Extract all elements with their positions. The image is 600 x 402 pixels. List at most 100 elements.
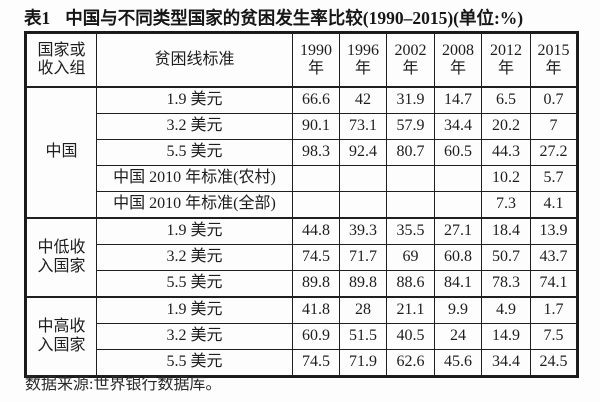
value-cell: 1.7 xyxy=(530,296,577,324)
value-cell: 40.5 xyxy=(386,323,435,350)
page-title: 表1 中国与不同类型国家的贫困发生率比较(1990–2015)(单位:%) xyxy=(24,5,523,30)
col-header-poverty-line: 贫困线标准 xyxy=(96,33,293,88)
table-row: 中低收 入国家 1.9 美元 44.8 39.3 35.5 27.1 18.4 … xyxy=(26,217,577,298)
table-row: 3.2 美元 60.9 51.5 40.5 24 14.9 7.5 xyxy=(27,323,577,350)
col-header-year-2008: 2008 年 xyxy=(434,33,482,88)
group-label-lower-middle-income: 中低收 入国家 xyxy=(26,217,97,298)
standard-cell: 3.2 美元 xyxy=(96,113,293,140)
value-cell: 34.4 xyxy=(481,349,531,376)
col-header-country-group: 国家或 收入组 xyxy=(26,33,97,88)
standard-cell: 5.5 美元 xyxy=(96,270,293,298)
value-cell: 50.7 xyxy=(481,244,531,271)
value-cell: 90.1 xyxy=(292,113,340,140)
value-cell: 7.3 xyxy=(481,191,531,219)
value-cell: 24.5 xyxy=(530,349,577,376)
value-cell xyxy=(339,165,387,192)
col-header-year-1996: 1996 年 xyxy=(339,33,387,88)
value-cell xyxy=(292,191,340,219)
standard-cell: 中国 2010 年标准(农村) xyxy=(96,165,293,192)
value-cell xyxy=(434,165,482,192)
standard-cell: 5.5 美元 xyxy=(96,349,293,376)
value-cell: 84.1 xyxy=(434,270,482,298)
value-cell: 35.5 xyxy=(386,217,435,245)
value-cell xyxy=(339,191,387,219)
col-header-country-group-line1: 国家或 xyxy=(37,41,86,59)
value-cell xyxy=(386,191,435,219)
value-cell xyxy=(386,165,435,192)
value-cell: 27.2 xyxy=(530,139,577,166)
standard-cell: 3.2 美元 xyxy=(96,323,293,350)
value-cell: 74.5 xyxy=(292,349,340,376)
value-cell: 9.9 xyxy=(434,296,482,324)
value-cell: 28 xyxy=(339,296,387,324)
standard-cell: 中国 2010 年标准(全部) xyxy=(96,191,293,219)
table-row: 5.5 美元 98.3 92.4 80.7 60.5 44.3 27.2 xyxy=(27,139,577,166)
value-cell: 60.8 xyxy=(434,244,482,271)
table-row: 中国 2010 年标准(全部) 7.3 4.1 xyxy=(27,191,577,219)
value-cell: 14.7 xyxy=(434,86,482,114)
value-cell: 57.9 xyxy=(386,113,435,140)
value-cell xyxy=(434,191,482,219)
value-cell: 4.1 xyxy=(530,191,577,219)
value-cell: 71.9 xyxy=(339,349,387,376)
value-cell: 41.8 xyxy=(292,296,340,324)
value-cell: 10.2 xyxy=(481,165,531,192)
value-cell: 89.8 xyxy=(339,270,387,298)
value-cell: 44.3 xyxy=(481,139,531,166)
standard-cell: 5.5 美元 xyxy=(96,139,293,166)
value-cell: 39.3 xyxy=(339,217,387,245)
table-row: 5.5 美元 74.5 71.9 62.6 45.6 34.4 24.5 xyxy=(27,349,577,376)
col-header-year-2012: 2012 年 xyxy=(481,33,531,88)
value-cell: 74.5 xyxy=(292,244,340,271)
value-cell: 18.4 xyxy=(481,217,531,245)
table-row: 5.5 美元 89.8 89.8 88.6 84.1 78.3 74.1 xyxy=(27,270,577,298)
value-cell: 24 xyxy=(434,323,482,350)
value-cell: 88.6 xyxy=(386,270,435,298)
value-cell: 45.6 xyxy=(434,349,482,376)
value-cell: 80.7 xyxy=(386,139,435,166)
table-title-text: 中国与不同类型国家的贫困发生率比较(1990–2015)(单位:%) xyxy=(65,8,524,28)
table-row: 3.2 美元 74.5 71.7 69 60.8 50.7 43.7 xyxy=(27,244,577,271)
value-cell: 60.5 xyxy=(434,139,482,166)
poverty-rate-table: 国家或 收入组 贫困线标准 1990 年 1996 年 2002 年 2008 xyxy=(26,33,577,376)
value-cell: 14.9 xyxy=(481,323,531,350)
value-cell: 62.6 xyxy=(386,349,435,376)
table-row: 中国 2010 年标准(农村) 10.2 5.7 xyxy=(27,165,577,192)
value-cell: 73.1 xyxy=(339,113,387,140)
value-cell: 7.5 xyxy=(530,323,577,350)
value-cell: 21.1 xyxy=(386,296,435,324)
table-row: 中国 1.9 美元 66.6 42 31.9 14.7 6.5 0.7 xyxy=(26,86,577,219)
col-header-year-1990: 1990 年 xyxy=(292,33,340,88)
value-cell: 34.4 xyxy=(434,113,482,140)
value-cell: 4.9 xyxy=(481,296,531,324)
value-cell: 31.9 xyxy=(386,86,435,114)
group-label-upper-middle-income: 中高收 入国家 xyxy=(26,296,97,376)
value-cell: 78.3 xyxy=(481,270,531,298)
value-cell: 60.9 xyxy=(292,323,340,350)
value-cell: 27.1 xyxy=(434,217,482,245)
poverty-table-wrapper: 国家或 收入组 贫困线标准 1990 年 1996 年 2002 年 2008 xyxy=(24,31,579,378)
value-cell: 7 xyxy=(530,113,577,140)
value-cell: 71.7 xyxy=(339,244,387,271)
value-cell: 98.3 xyxy=(292,139,340,166)
value-cell: 44.8 xyxy=(292,217,340,245)
value-cell: 74.1 xyxy=(530,270,577,298)
value-cell: 20.2 xyxy=(481,113,531,140)
value-cell: 43.7 xyxy=(530,244,577,271)
value-cell: 69 xyxy=(386,244,435,271)
standard-cell: 1.9 美元 xyxy=(96,217,293,245)
value-cell: 13.9 xyxy=(530,217,577,245)
table-row: 3.2 美元 90.1 73.1 57.9 34.4 20.2 7 xyxy=(27,113,577,140)
table-number: 表1 xyxy=(24,8,51,28)
data-source-note: 数据来源:世界银行数据库。 xyxy=(25,376,222,393)
standard-cell: 3.2 美元 xyxy=(96,244,293,271)
col-header-year-2015: 2015 年 xyxy=(530,33,577,88)
table-row: 中高收 入国家 1.9 美元 41.8 28 21.1 9.9 4.9 1.7 xyxy=(26,296,577,376)
value-cell: 89.8 xyxy=(292,270,340,298)
value-cell: 92.4 xyxy=(339,139,387,166)
value-cell: 6.5 xyxy=(481,86,531,114)
standard-cell: 1.9 美元 xyxy=(96,86,293,114)
standard-cell: 1.9 美元 xyxy=(96,296,293,324)
group-label-china: 中国 xyxy=(26,86,97,219)
